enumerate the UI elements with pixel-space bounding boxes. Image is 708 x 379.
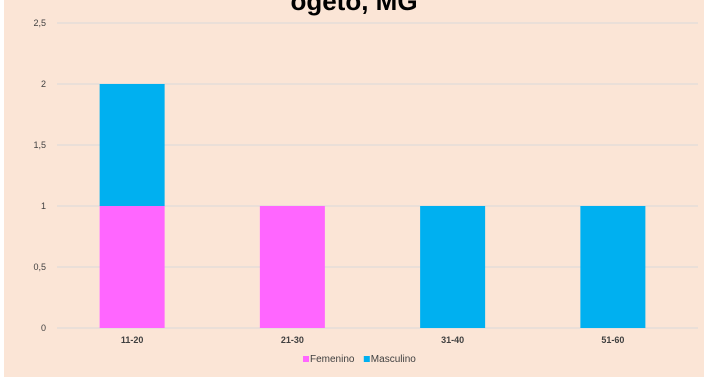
legend-swatch-femenino	[303, 356, 309, 362]
bar-masculino-51-60	[580, 206, 646, 328]
y-tick-label: 2,5	[33, 18, 46, 28]
chart-title: ogeto, MG	[290, 0, 418, 16]
y-axis: 0 0,5 1 1,5 2 2,5	[33, 18, 46, 333]
x-tick-label: 11-20	[121, 335, 144, 345]
legend-label-masculino: Masculino	[371, 354, 416, 365]
x-tick-label: 21-30	[281, 335, 304, 345]
y-tick-label: 1,5	[33, 140, 46, 150]
x-tick-label: 51-60	[601, 335, 624, 345]
bar-femenino-21-30	[259, 206, 325, 328]
bars	[99, 84, 646, 328]
legend-swatch-masculino	[363, 356, 370, 362]
bar-femenino-11-20	[99, 206, 165, 328]
y-tick-label: 0	[41, 323, 46, 333]
legend-label-femenino: Femenino	[310, 354, 355, 365]
x-tick-label: 31-40	[441, 335, 464, 345]
y-tick-label: 1	[41, 201, 46, 211]
y-tick-label: 0,5	[33, 262, 46, 272]
bar-masculino-31-40	[420, 206, 486, 328]
bar-masculino-11-20	[99, 84, 165, 206]
x-axis: 11-20 21-30 31-40 51-60	[121, 335, 625, 345]
legend: Femenino Masculino	[303, 354, 416, 365]
y-tick-label: 2	[41, 79, 46, 89]
